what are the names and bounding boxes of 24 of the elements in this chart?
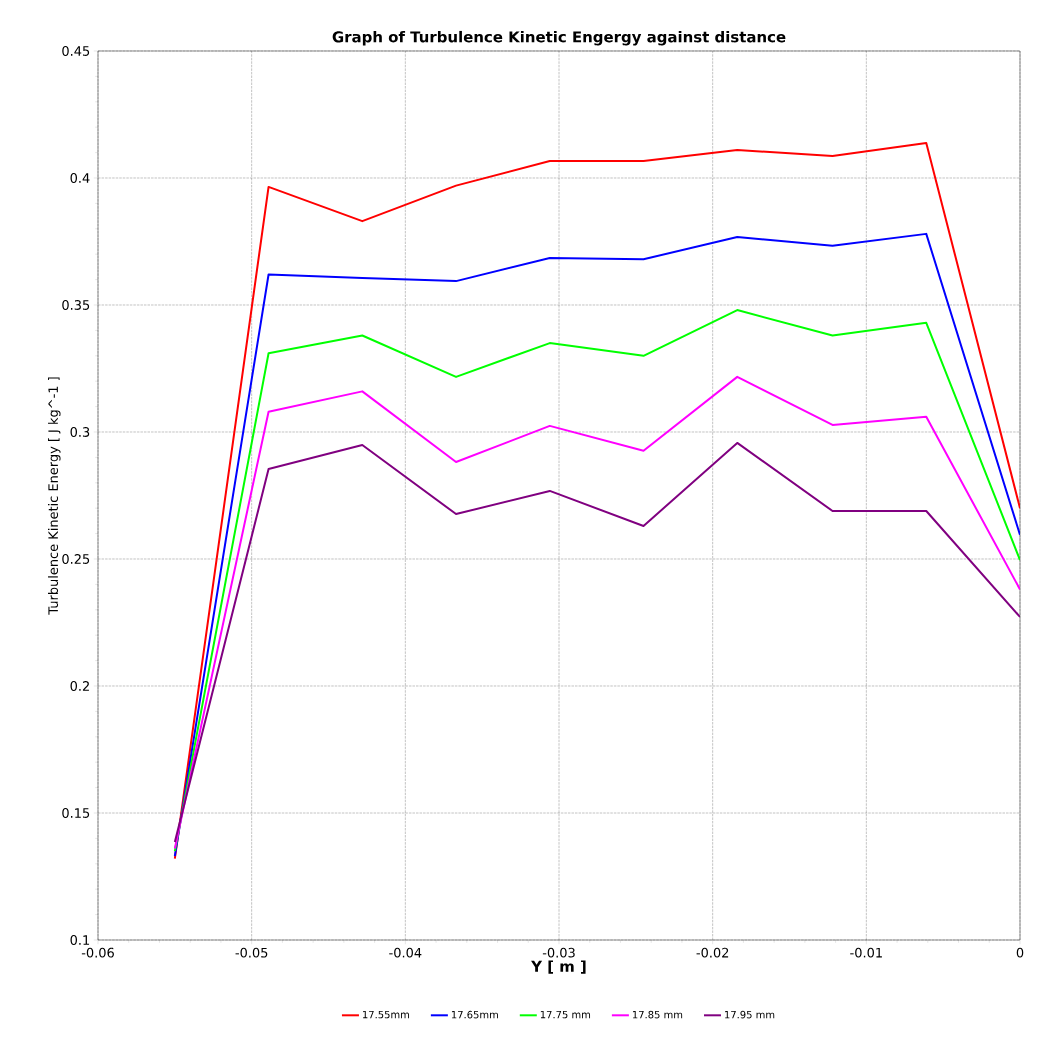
y-tick-label: 0.4 (70, 173, 90, 183)
legend-label: 17.55mm (363, 1010, 410, 1019)
legend-label: 17.95 mm (725, 1010, 775, 1019)
y-tick-label: 0.1 (70, 935, 90, 945)
y-tick-label: 0.2 (70, 681, 89, 691)
line-series (173, 441, 1021, 843)
x-tick-label: -0.03 (542, 947, 575, 958)
x-axis-title: Y [ m ] (531, 960, 586, 974)
y-tick-label: 0.3 (70, 427, 90, 437)
chart-title: Graph of Turbulence Kinetic Engergy against distance (332, 30, 786, 46)
legend-label: 17.65mm (451, 1010, 498, 1019)
y-axis-title: Turbulence Kinetic Energy [ J kg^-1 ] (48, 377, 61, 615)
x-tick-label: -0.01 (850, 947, 882, 958)
x-tick-label: -0.05 (235, 947, 268, 958)
x-tick-label: 0 (1016, 947, 1024, 958)
x-tick-label: -0.02 (696, 947, 729, 958)
y-tick-label: 0.45 (62, 46, 90, 56)
x-tick-label: -0.06 (81, 947, 114, 958)
legend-label: 17.75 mm (540, 1010, 591, 1019)
y-tick-label: 0.15 (62, 808, 90, 818)
y-tick-label: 0.25 (62, 554, 90, 564)
legend-label: 17.85 mm (632, 1010, 683, 1019)
x-tick-label: -0.04 (389, 947, 422, 958)
y-tick-label: 0.35 (62, 300, 90, 310)
